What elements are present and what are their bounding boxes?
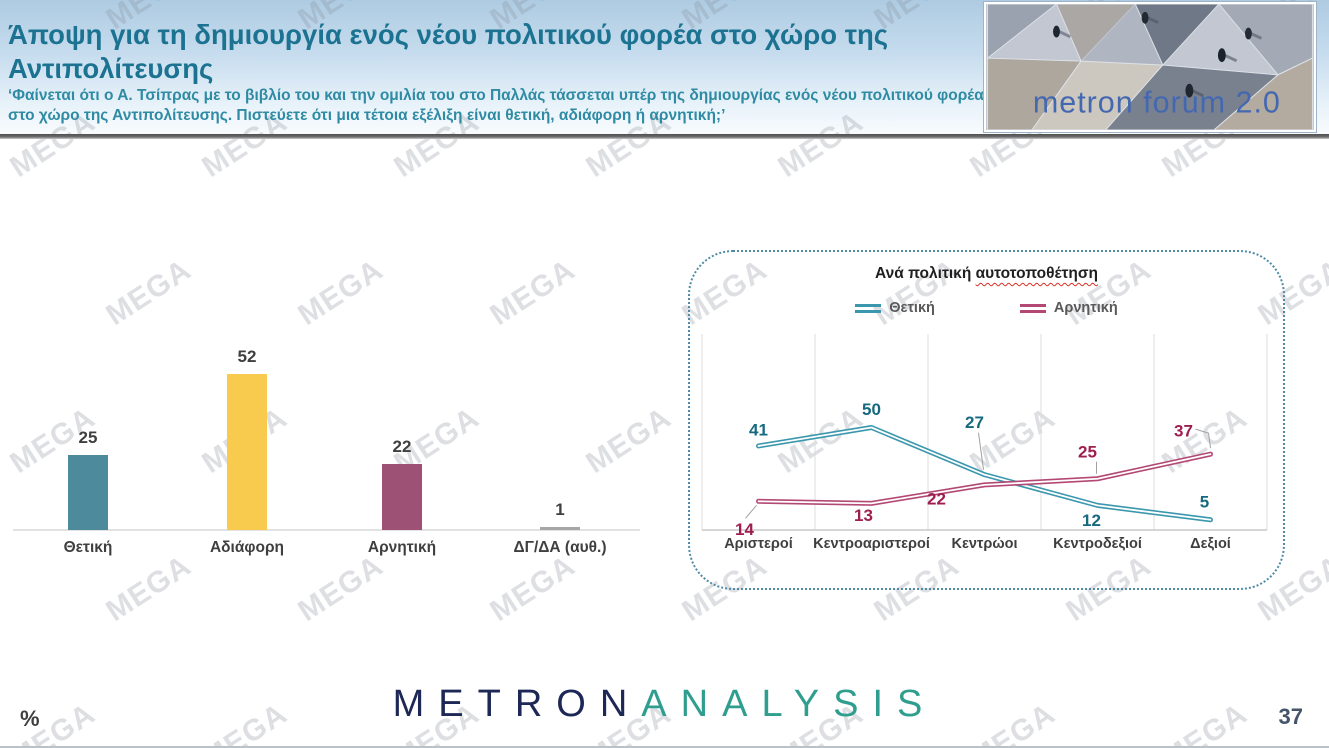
legend-item-negative: Αρνητική	[1019, 300, 1118, 316]
legend-label-negative: Αρνητική	[1053, 300, 1118, 316]
header-divider	[0, 134, 1329, 139]
label-leader-line	[978, 432, 984, 470]
line-value-label: 13	[854, 506, 873, 525]
mega-watermark: MEGA	[100, 253, 198, 333]
bar-category-label: Θετική	[64, 539, 113, 556]
line-value-label: 25	[1078, 442, 1097, 461]
bar-chart: 25 Θετική 52 Αδιάφορη 22 Αρνητική 1 ΔΓ/ΔΑ (αυθ.…	[13, 347, 640, 556]
bar-value-label: 25	[79, 428, 98, 447]
line-value-label: 50	[862, 400, 881, 419]
mega-watermark: MEGA	[4, 697, 102, 748]
line-chart: Αριστεροί Κεντροαριστεροί Κεντρώοι Κεντροδε…	[701, 334, 1268, 552]
line-chart-title-tail: αυτοτοποθέτηση	[975, 265, 1098, 282]
line-series-Θετική	[756, 425, 1213, 523]
bar-Αδιάφορη	[227, 374, 267, 530]
bar-Αρνητική	[382, 464, 422, 530]
survey-question: ‘Φαίνεται ότι ο Α. Τσίπρας με το βιβλίο …	[8, 86, 984, 124]
line-category-label: Κεντροαριστεροί	[813, 536, 930, 552]
page-title: Άποψη για τη δημιουργία ενός νέου πολιτι…	[8, 19, 889, 84]
line-category-label: Κεντροδεξιοί	[1053, 536, 1142, 552]
line-chart-title-head: Ανά πολιτική	[875, 265, 972, 282]
line-series-inner-stripe	[757, 453, 1212, 505]
bar-category-label: ΔΓ/ΔΑ (αυθ.)	[514, 539, 607, 556]
label-leader-line	[745, 504, 757, 519]
line-value-label: 27	[965, 413, 984, 432]
metron-forum-logo-text: metron forum 2.0	[1033, 85, 1281, 119]
legend: Θετική Αρνητική	[690, 300, 1283, 316]
line-series-Αρνητική	[756, 451, 1213, 506]
bar-ΔΓ/ΔΑ (αυθ.)	[540, 527, 580, 530]
pedestrian-figures	[1053, 11, 1263, 98]
bar-category-label: Αρνητική	[368, 539, 436, 556]
metron-forum-logo: metron forum 2.0	[983, 1, 1317, 133]
bar-value-label: 22	[393, 437, 412, 456]
mega-watermark: MEGA	[0, 253, 6, 333]
legend-item-positive: Θετική	[855, 300, 935, 316]
metron-analysis-logo: METRONANALYSIS	[393, 683, 937, 726]
label-leader-line	[1195, 428, 1211, 449]
line-value-label: 37	[1174, 422, 1193, 441]
metron-analysis-logo-analysis: ANALYSIS	[641, 683, 937, 725]
mega-watermark: MEGA	[964, 697, 1062, 748]
mega-watermark: MEGA	[1156, 697, 1254, 748]
line-chart-title: Ανά πολιτική αυτοτοποθέτηση	[690, 265, 1283, 283]
bar-category-label: Αδιάφορη	[210, 539, 284, 556]
line-category-label: Κεντρώοι	[952, 536, 1018, 552]
percent-note: %	[20, 706, 40, 731]
mega-watermark: MEGA	[484, 253, 582, 333]
negative-line-swatch-icon	[1019, 303, 1046, 313]
aerial-plaza-photo: metron forum 2.0	[987, 4, 1313, 130]
page-number: 37	[1278, 704, 1303, 729]
line-category-label: Αριστεροί	[724, 536, 793, 552]
bar-Θετική	[68, 455, 108, 530]
line-value-label: 5	[1200, 492, 1209, 511]
line-category-label: Δεξιοί	[1190, 536, 1231, 552]
legend-label-positive: Θετική	[889, 300, 935, 316]
line-value-label: 41	[749, 420, 768, 439]
mega-watermark: MEGA	[292, 253, 390, 333]
metron-analysis-logo-metron: METRON	[392, 683, 642, 725]
line-series-inner-stripe	[757, 426, 1212, 521]
bar-value-label: 52	[238, 347, 257, 366]
line-value-label: 12	[1082, 511, 1101, 530]
line-chart-panel: Ανά πολιτική αυτοτοποθέτηση Θετική Αρνητ…	[688, 250, 1285, 590]
mega-watermark: MEGA	[196, 697, 294, 748]
line-value-label: 14	[735, 520, 754, 539]
bar-value-label: 1	[555, 500, 564, 519]
positive-line-swatch-icon	[855, 303, 882, 313]
line-value-label: 22	[927, 489, 946, 508]
